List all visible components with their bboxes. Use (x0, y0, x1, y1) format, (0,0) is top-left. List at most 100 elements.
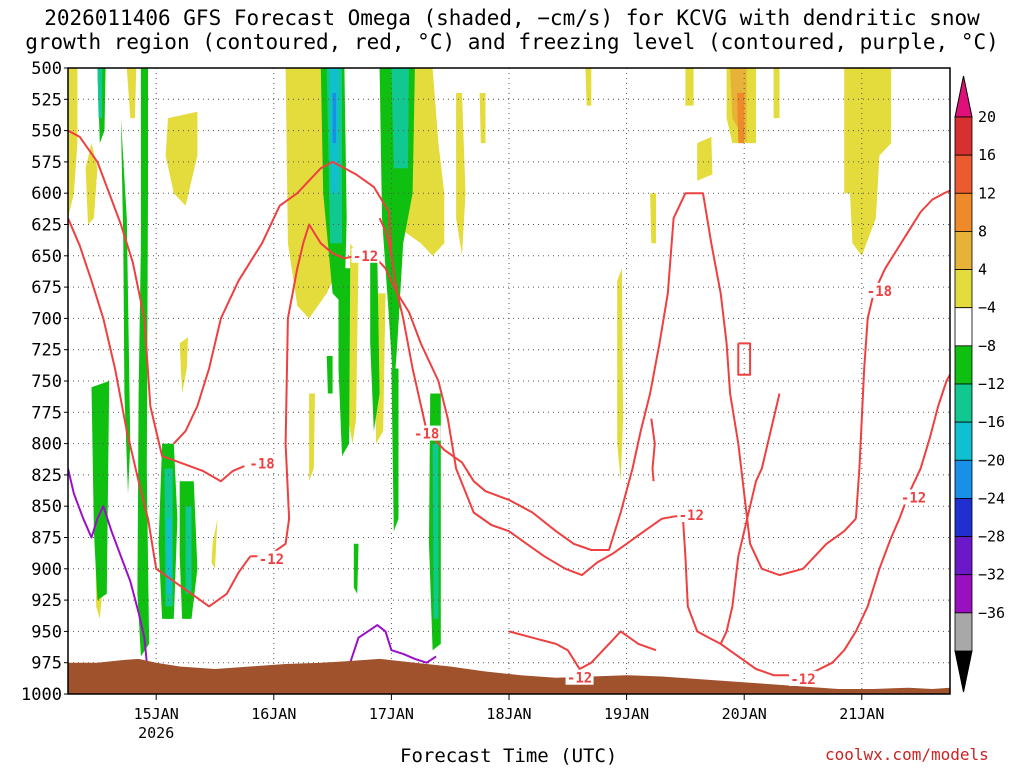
omega-region (68, 68, 78, 219)
omega-region (185, 506, 192, 594)
omega-region (456, 93, 466, 256)
y-tick-label: 850 (31, 497, 62, 517)
omega-region (737, 93, 745, 144)
omega-region (309, 393, 315, 482)
omega-region (97, 68, 103, 119)
colorbar-swatch (954, 574, 973, 614)
contour-label-background (677, 506, 706, 522)
colorbar-label: 8 (978, 222, 987, 240)
title-line-2: growth region (contoured, red, °C) and f… (25, 30, 999, 54)
colorbar-label: −8 (978, 337, 996, 355)
contour-label: -18 (414, 427, 439, 443)
omega-region (650, 193, 656, 244)
omega-region (126, 68, 137, 119)
y-tick-label: 600 (31, 184, 62, 204)
y-tick-label: 800 (31, 435, 62, 455)
omega-region (585, 68, 592, 106)
credit-link[interactable]: coolwx.com/models (825, 745, 989, 764)
contour-label: -12 (353, 249, 378, 265)
colorbar-top-arrow (954, 75, 973, 118)
contour-label-background (248, 455, 277, 471)
y-tick-label: 700 (31, 309, 62, 329)
x-tick-label: 18JAN (486, 705, 531, 723)
y-tick-label: 975 (31, 654, 62, 674)
colorbar-swatch (954, 612, 973, 652)
y-axis: 500 525 550 575 600 625 650 675 700 725 750 775 800 8… (21, 59, 68, 705)
contour-label-background (565, 669, 594, 685)
colorbar-swatch (954, 154, 973, 194)
colorbar-swatch (954, 459, 973, 499)
colorbar-swatch (954, 231, 973, 270)
colorbar-label: −32 (978, 566, 1005, 584)
omega-region (697, 136, 713, 181)
colorbar-label: −4 (978, 299, 996, 317)
y-tick-label: 925 (31, 591, 62, 611)
omega-region (91, 381, 110, 601)
freezing-level-contours (68, 468, 437, 664)
omega-region (165, 111, 198, 206)
colorbar-label: 12 (978, 184, 996, 202)
colorbar-label: −28 (978, 528, 1005, 546)
y-tick-label: 525 (31, 90, 62, 110)
omega-region (617, 268, 624, 482)
x-axis-title: Forecast Time (UTC) (400, 745, 618, 767)
y-tick-label: 750 (31, 372, 62, 392)
colorbar-label: 16 (978, 146, 996, 164)
omega-shading (68, 68, 892, 657)
chart-title: 2026011406 GFS Forecast Omega (shaded, −… (0, 6, 1024, 54)
y-tick-label: 675 (31, 278, 62, 298)
y-tick-label: 625 (31, 216, 62, 236)
omega-region (370, 255, 380, 432)
x-tick-label: 17JAN (369, 705, 414, 723)
colorbar-swatch (954, 192, 973, 232)
contour-label-background (865, 282, 894, 298)
freezing-level-contour-line (68, 468, 148, 663)
x-tick-label: 15JAN (134, 705, 179, 723)
contour-label-background (789, 670, 817, 686)
title-line-1: 2026011406 GFS Forecast Omega (shaded, −… (44, 6, 980, 30)
colorbar-swatch (954, 116, 973, 156)
contour-label: -12 (901, 490, 926, 506)
y-tick-label: 950 (31, 622, 62, 642)
omega-region (479, 93, 486, 144)
colorbar-label: 20 (978, 108, 996, 126)
contour-label: -12 (259, 552, 284, 568)
contour-label-background (412, 425, 441, 441)
omega-chart: -18 -12 -12 -18 -12 -12 -12 -18 -12 500 525 550 575… (21, 59, 1005, 740)
contour-label: -18 (867, 284, 892, 300)
omega-region (432, 443, 439, 619)
x-tick-label: 21JAN (839, 705, 884, 723)
y-tick-label: 900 (31, 560, 62, 580)
colorbar-swatch (954, 307, 973, 347)
contour-label: -18 (249, 457, 274, 473)
contour-label: -12 (790, 672, 815, 688)
colorbar-bottom-arrow (954, 650, 973, 693)
dendritic-contour-line (720, 518, 901, 677)
y-tick-label: 725 (31, 341, 62, 361)
colorbar-label: −36 (978, 604, 1005, 622)
y-tick-label: 550 (31, 122, 62, 142)
dendritic-contour-line (737, 342, 752, 376)
grid-lines (68, 68, 950, 694)
omega-region (353, 543, 359, 594)
omega-region (120, 118, 131, 494)
colorbar-label: −16 (978, 413, 1005, 431)
x-tick-label: 19JAN (604, 705, 649, 723)
dendritic-contour-line (854, 189, 950, 519)
dendritic-contour-line (250, 223, 613, 577)
colorbar-label: −24 (978, 489, 1005, 507)
contour-label-background (257, 550, 286, 566)
omega-region (338, 268, 351, 457)
colorbar-label: −12 (978, 375, 1005, 393)
colorbar-swatch (954, 383, 973, 423)
colorbar-swatch (954, 421, 973, 461)
x-tick-label: 16JAN (251, 705, 296, 723)
omega-region (85, 143, 98, 225)
terrain (68, 658, 950, 694)
contour-label: -12 (679, 508, 704, 524)
colorbar-swatch (954, 536, 973, 576)
y-tick-label: 650 (31, 247, 62, 267)
dendritic-contour-line (650, 418, 656, 482)
omega-region (347, 243, 359, 444)
